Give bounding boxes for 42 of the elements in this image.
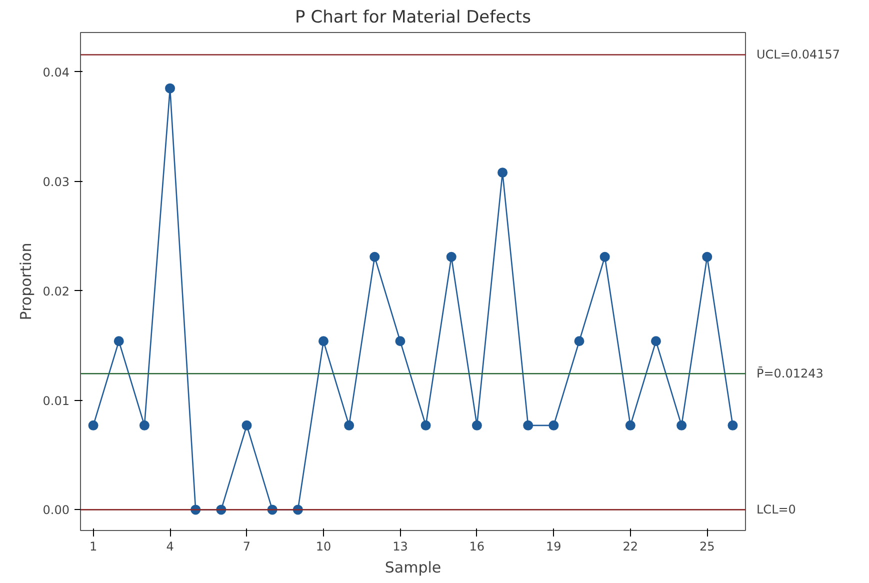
- point: [395, 336, 406, 346]
- point: [318, 336, 328, 346]
- point: [370, 252, 380, 262]
- point: [420, 420, 431, 430]
- y-tick-label: 0.01: [42, 394, 70, 408]
- x-tick-label: 7: [242, 540, 251, 554]
- point: [139, 420, 150, 430]
- y-tick-label: 0.02: [42, 284, 70, 298]
- x-tick-label: 22: [622, 540, 638, 554]
- point: [574, 336, 584, 346]
- x-tick-label: 1: [89, 540, 98, 554]
- y-tick-label: 0.03: [42, 174, 70, 189]
- ref-line-label: LCL=0: [756, 502, 796, 517]
- x-tick-label: 19: [546, 540, 562, 554]
- x-tick-label: 10: [316, 540, 332, 554]
- point: [344, 420, 354, 430]
- x-axis-title: Sample: [384, 558, 442, 576]
- y-tick-label: 0.00: [42, 503, 70, 518]
- ref-line-label: P̄=0.01243: [756, 366, 824, 381]
- point: [114, 336, 124, 346]
- y-tick-label: 0.04: [42, 65, 70, 80]
- y-axis-title: Proportion: [16, 242, 35, 320]
- point: [446, 252, 456, 262]
- point: [165, 83, 176, 94]
- point: [242, 420, 252, 430]
- point: [600, 252, 610, 262]
- point: [625, 420, 636, 430]
- point: [88, 420, 98, 430]
- x-tick-label: 25: [700, 540, 715, 554]
- point: [676, 420, 687, 430]
- x-tick-label: 16: [469, 540, 485, 554]
- point: [523, 420, 534, 430]
- chart-title: P Chart for Material Defects: [295, 8, 532, 28]
- ref-line-label: UCL=0.04157: [756, 48, 840, 62]
- point: [650, 336, 661, 346]
- point: [728, 420, 738, 430]
- point: [472, 420, 482, 430]
- x-tick-label: 13: [392, 540, 408, 554]
- point: [548, 420, 559, 430]
- x-tick-label: 4: [166, 540, 174, 554]
- point: [498, 168, 508, 178]
- point: [702, 252, 712, 262]
